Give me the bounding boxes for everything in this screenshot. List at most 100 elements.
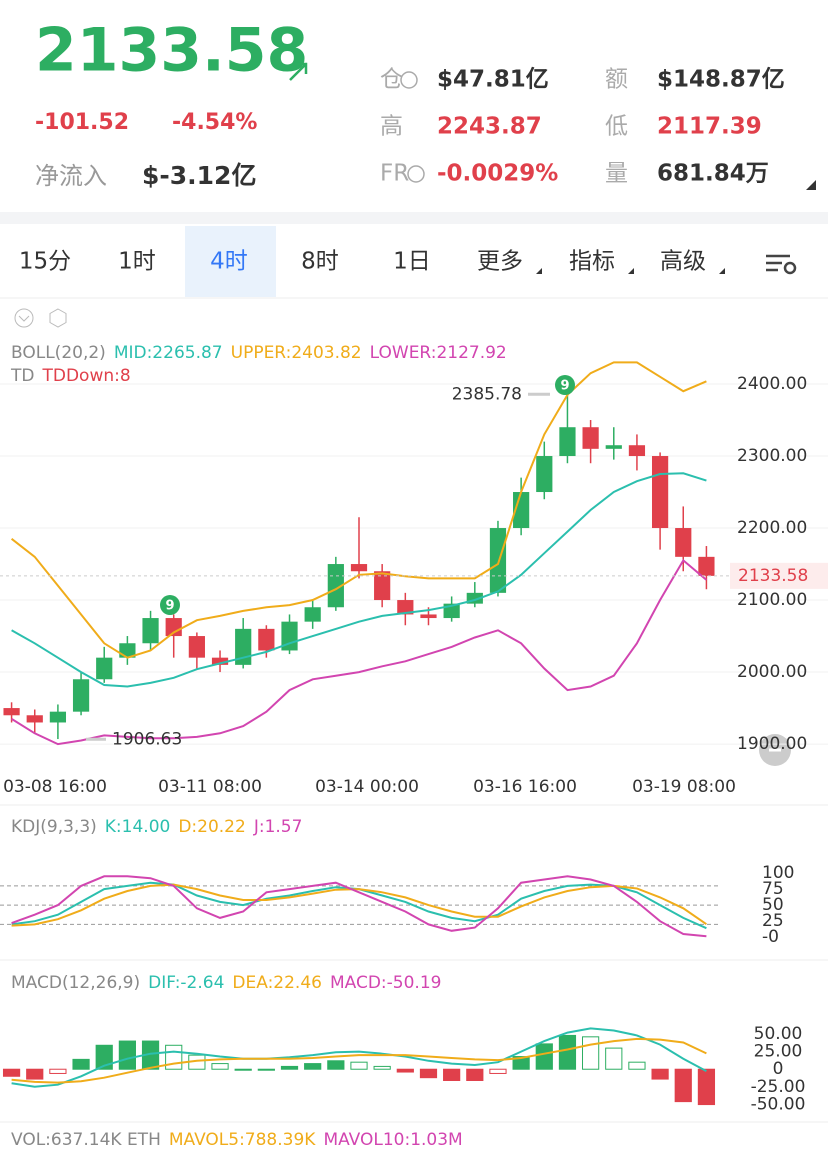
collapse-icon: [18, 315, 30, 322]
dropdown-caret: [719, 268, 725, 274]
td-badge-label: 9: [560, 379, 569, 394]
tab[interactable]: 高级: [660, 249, 706, 275]
tab[interactable]: 1时: [118, 249, 156, 275]
dropdown-caret: [536, 268, 542, 274]
candle-body: [605, 445, 622, 449]
stat-label: 高: [380, 114, 403, 140]
indicator-label: K:14.00: [105, 817, 171, 837]
y-tick-label: 50: [762, 895, 784, 915]
stat-label: 量: [605, 161, 628, 187]
candle-body: [559, 427, 576, 457]
macd-bar: [674, 1068, 692, 1103]
macd-bar: [466, 1068, 484, 1081]
indicator-label: DEA:22.46: [232, 973, 322, 993]
indicator-label: VOL:637.14K ETH: [11, 1130, 161, 1150]
candle-body: [374, 571, 391, 601]
indicator-line: [11, 1037, 707, 1084]
x-tick-label: 03-08 16:00: [3, 777, 107, 797]
candle-body: [26, 715, 43, 723]
stat-label: 仓: [380, 67, 403, 93]
y-tick-label: -25.00: [751, 1077, 806, 1097]
arrow-icon: [289, 62, 308, 81]
y-tick-label: 2200.00: [737, 518, 807, 538]
separator: [0, 212, 828, 224]
x-tick-label: 03-19 08:00: [632, 777, 736, 797]
candle-body: [3, 708, 20, 716]
indicator-label: D:20.22: [178, 817, 246, 837]
candle-body: [628, 445, 646, 457]
tab[interactable]: 8时: [301, 249, 339, 275]
x-tick-label: 03-14 00:00: [315, 777, 419, 797]
price: 2133.58: [35, 16, 308, 86]
macd-bar: [605, 1047, 623, 1070]
y-tick-label: 2000.00: [737, 662, 807, 682]
macd-bar: [2, 1068, 21, 1077]
tab[interactable]: 更多: [477, 249, 523, 275]
indicator-label: J:1.57: [253, 817, 303, 837]
tab[interactable]: 4时: [210, 249, 248, 275]
stat-value: $47.81亿: [437, 67, 549, 93]
change: -101.52: [35, 110, 129, 135]
macd-bar: [350, 1061, 368, 1070]
low-label: 1906.63: [112, 729, 182, 749]
macd-bar: [257, 1068, 275, 1071]
macd-bar: [419, 1068, 438, 1079]
indicator-line: [11, 1027, 707, 1088]
y-tick-label: 50.00: [754, 1024, 803, 1044]
macd-bar: [49, 1068, 67, 1074]
macd-bar: [26, 1068, 44, 1080]
collapse-icon[interactable]: [14, 308, 34, 328]
indicator-line: [11, 472, 707, 688]
macd-bar: [280, 1065, 299, 1070]
candle-body: [304, 607, 321, 622]
indicator-line: [11, 875, 707, 938]
y-tick-label: 0: [773, 1059, 784, 1079]
candle-body: [142, 618, 159, 644]
candle-body: [49, 711, 67, 723]
macd-bar: [95, 1044, 113, 1070]
macd-bar: [234, 1068, 252, 1071]
change-pct: -4.54%: [172, 110, 257, 135]
netflow-label: 净流入: [35, 162, 107, 190]
y-tick-label: -50.00: [751, 1094, 806, 1114]
tab-selected: [185, 226, 276, 297]
candle-body: [420, 614, 437, 619]
info-icon: [407, 165, 425, 183]
settings-icon[interactable]: [49, 308, 67, 328]
stat-value: $148.87亿: [657, 67, 785, 93]
candle-body: [513, 492, 530, 529]
candle-body: [350, 564, 368, 572]
candle-body: [582, 427, 599, 449]
indicator-label: MACD:-50.19: [330, 973, 442, 993]
stat-value: 2117.39: [657, 114, 762, 140]
dropdown-caret: [628, 268, 634, 274]
x-tick-label: 03-11 08:00: [158, 777, 262, 797]
y-tick-label: 100: [762, 863, 794, 883]
stat-label: 额: [605, 67, 628, 93]
macd-bar: [443, 1068, 461, 1081]
macd-bar: [558, 1034, 577, 1070]
indicator-label: MAVOL10:1.03M: [323, 1130, 462, 1150]
candle-body: [536, 456, 553, 493]
candle-body: [211, 657, 229, 665]
candle-body: [281, 621, 298, 651]
tab[interactable]: 15分: [19, 249, 71, 275]
high-label: 2385.78: [452, 384, 522, 404]
macd-bar: [327, 1060, 345, 1070]
tab[interactable]: 指标: [569, 249, 615, 275]
y-tick-label: 2300.00: [737, 446, 807, 466]
tab[interactable]: 1日: [393, 249, 431, 275]
macd-bar: [118, 1040, 136, 1070]
expand-icon[interactable]: [806, 180, 816, 190]
indicator-line: [11, 883, 707, 927]
indicator-line: [10, 361, 707, 659]
macd-bar: [535, 1043, 553, 1070]
layout-icon[interactable]: [766, 254, 797, 275]
y-tick-label: -0: [762, 927, 779, 947]
macd-bar: [651, 1068, 669, 1080]
candle-body: [698, 556, 715, 576]
indicator-label: MID:2265.87: [114, 343, 223, 363]
indicator-label: UPPER:2403.82: [231, 343, 362, 363]
macd-bar: [489, 1068, 507, 1074]
